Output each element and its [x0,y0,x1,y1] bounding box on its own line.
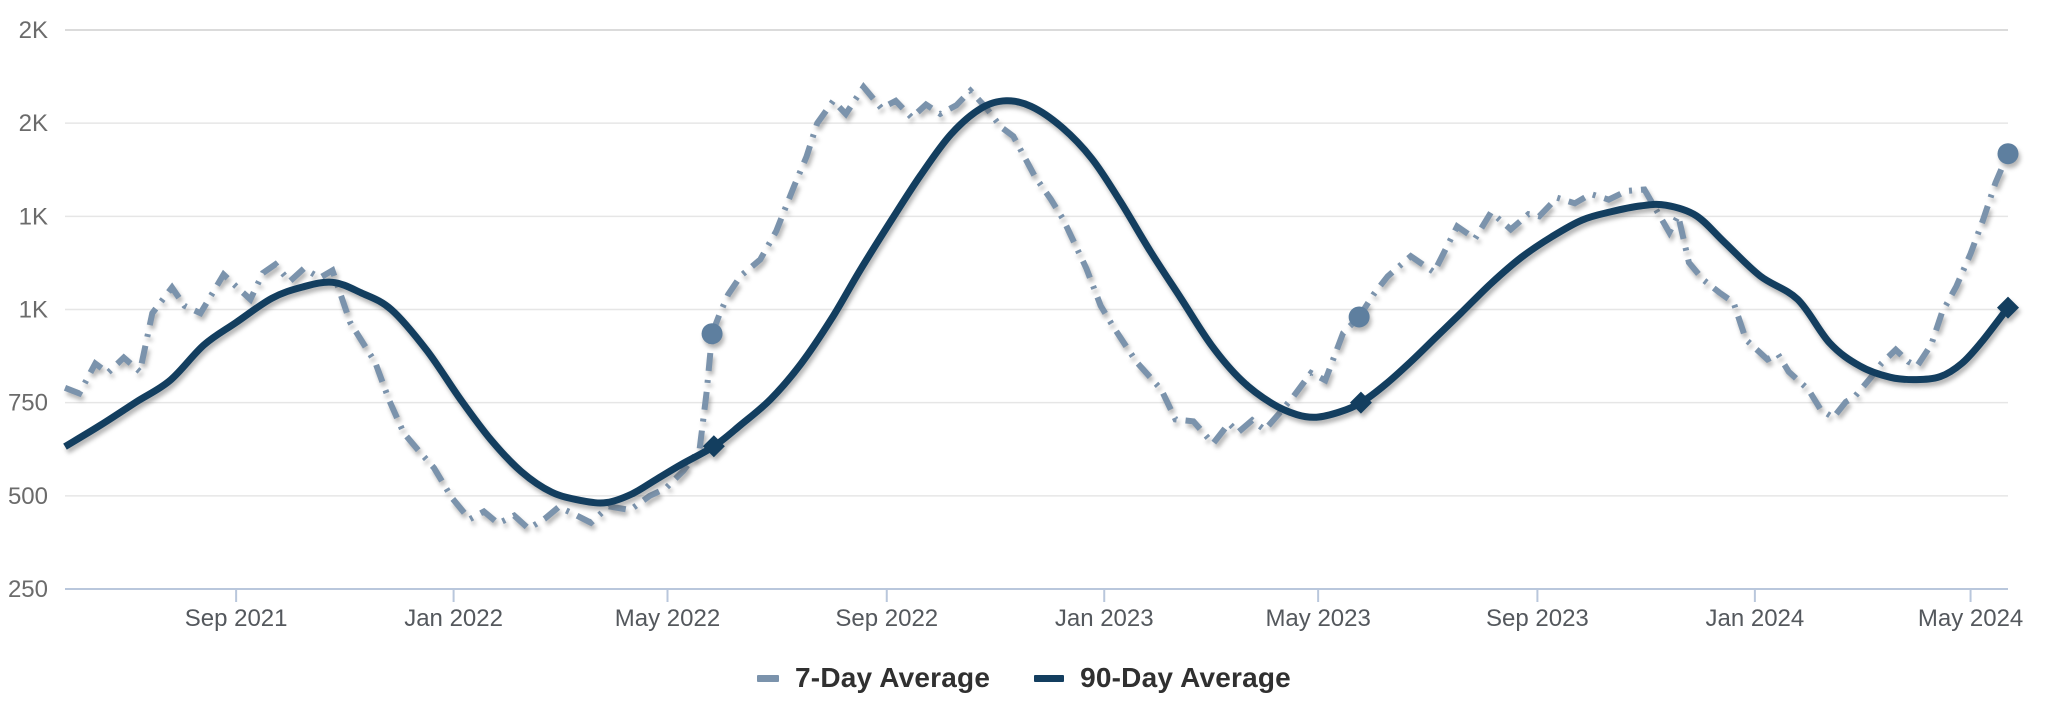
y-axis-tick-label: 500 [8,483,48,510]
y-axis-tick-label: 1K [19,297,48,324]
line-chart-canvas: 250 500 750 1K 1K 2K 2K Sep 2021 Jan 2022 May 202… [8,17,2023,632]
milestone-marker-circle[interactable] [1348,306,1370,328]
y-axis-tick-label: 2K [19,17,48,44]
x-axis-tick-label: May 2023 [1265,605,1370,632]
solid-line-swatch-icon [1034,674,1065,682]
series-group-7-day [63,81,2019,533]
legend: 7-Day Average 90-Day Average [0,648,2048,708]
legend-label-90-day-average: 90-Day Average [1080,662,1291,693]
milestone-marker-diamond[interactable] [1997,296,2019,319]
x-axis-tick-label: Jan 2023 [1055,605,1154,632]
dashed-line-swatch-icon [757,674,780,682]
x-axis-tick-label: Sep 2023 [1486,605,1589,632]
legend-item-90-day-average[interactable]: 90-Day Average [1034,662,1291,694]
y-axis-tick-label: 750 [8,390,48,417]
x-axis-tick-label: Jan 2024 [1705,605,1804,632]
milestone-marker-diamond[interactable] [702,435,725,458]
y-axis-tick-label: 1K [19,203,48,230]
series-7-day-line[interactable] [63,81,2011,533]
x-axis-tick-label: Sep 2021 [185,605,288,632]
x-axis-tick-label: May 2022 [615,605,720,632]
series-group-90-day [63,97,2019,507]
x-axis-tick-label: May 2024 [1918,605,2023,632]
series-90-day-line[interactable] [63,97,2011,507]
trend-chart: 250 500 750 1K 1K 2K 2K Sep 2021 Jan 2022 May 202… [8,17,2023,632]
y-axis-tick-label: 250 [8,576,48,603]
legend-item-7-day-average[interactable]: 7-Day Average [757,662,990,694]
milestone-marker-diamond[interactable] [1349,391,1372,414]
milestone-marker-circle[interactable] [701,323,723,345]
y-axis-tick-label: 2K [19,110,48,137]
legend-label-7-day-average: 7-Day Average [795,662,991,693]
x-axis-tick-label: Sep 2022 [835,605,938,632]
milestone-marker-circle[interactable] [1997,143,2019,165]
x-axis-tick-label: Jan 2022 [404,605,503,632]
